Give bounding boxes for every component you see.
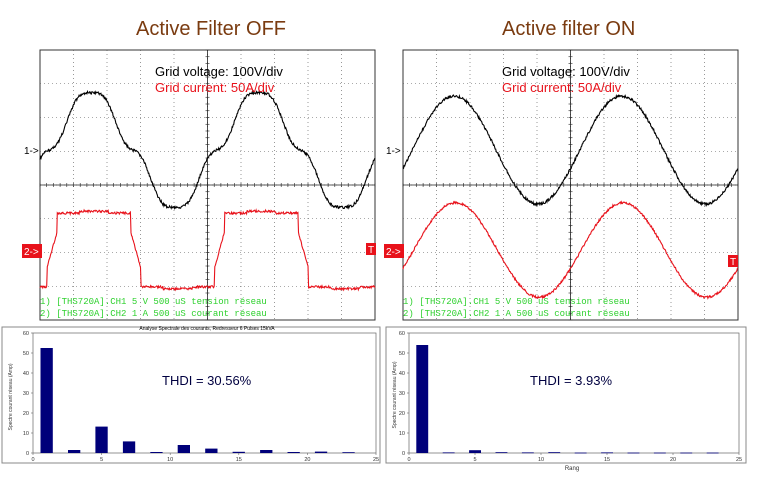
spectrum-bar: [627, 452, 640, 454]
status-line-1: 1) [THS720A].CH1 5 V 500 uS tension rése…: [40, 297, 267, 307]
y-tick-label: 0: [26, 451, 29, 457]
y-tick-label: 10: [399, 431, 405, 437]
x-tick-label: 25: [736, 457, 742, 463]
current-trace: [402, 200, 739, 300]
y-tick-label: 0: [402, 451, 405, 457]
spectrum-title: Analyse Spectrale des courants, Redresse…: [139, 326, 275, 332]
y-tick-label: 50: [399, 351, 405, 357]
spectrum-bar: [95, 426, 108, 453]
status-line-2: 2) [THS720A].CH2 1 A 500 uS courant rése…: [403, 309, 630, 319]
spectrum-axes: 0 10 20 30 40 50 60 0 5 10 15 20 25: [23, 331, 379, 463]
spectrum-bars: [40, 348, 355, 453]
spectrum-bar: [342, 452, 355, 453]
ch2-marker-box: [384, 244, 404, 258]
y-tick-label: 10: [23, 431, 29, 437]
current-trace: [39, 208, 376, 292]
trigger-marker: T: [730, 257, 736, 268]
thd-label: THDI = 3.93%: [530, 373, 612, 388]
legend-grid-current: Grid current: 50A/div: [502, 80, 622, 95]
title-filter-off: Active Filter OFF: [136, 18, 287, 40]
spectrum-bar: [706, 452, 719, 454]
spectrum-bars: [416, 345, 719, 454]
scope-panel-filter-on: Grid voltage: 100V/div Grid current: 50A…: [384, 49, 739, 321]
y-tick-label: 20: [399, 411, 405, 417]
x-tick-label: 10: [167, 457, 173, 463]
spectrum-panel-filter-off: Analyse Spectrale des courants, Redresse…: [1, 326, 381, 464]
spectrum-bar: [122, 441, 136, 453]
status-line-1: 1) [THS720A].CH1 5 V 500 uS tension rése…: [403, 297, 630, 307]
title-filter-on: Active filter ON: [502, 18, 636, 40]
trigger-marker: T: [368, 245, 374, 256]
ch2-marker: 2->: [386, 247, 401, 258]
x-tick-label: 5: [473, 457, 476, 463]
y-tick-label: 40: [23, 371, 29, 377]
spectrum-bar: [287, 452, 300, 453]
spectrum-ylabel: Spectre courant réseau (Amp): [392, 361, 398, 428]
spectrum-axes: 0 10 20 30 40 50 60 0 5 10 15 20 25: [399, 331, 742, 463]
spectrum-bar: [469, 450, 481, 453]
spectrum-bar: [260, 450, 273, 453]
ch2-marker: 2->: [24, 247, 39, 258]
spectrum-bar: [40, 348, 53, 453]
spectrum-bar: [574, 452, 587, 454]
x-tick-label: 0: [31, 457, 34, 463]
y-tick-label: 60: [399, 331, 405, 337]
x-tick-label: 20: [670, 457, 676, 463]
spectrum-bar: [205, 448, 218, 453]
voltage-trace: [402, 93, 739, 207]
spectrum-bar: [601, 452, 613, 454]
voltage-trace: [39, 89, 376, 211]
spectrum-bar: [653, 452, 666, 454]
spectrum-bar: [416, 345, 429, 453]
x-tick-label: 5: [100, 457, 103, 463]
plot-area: [408, 332, 740, 454]
ch2-marker-box: [22, 244, 42, 258]
legend-grid-voltage: Grid voltage: 100V/div: [155, 64, 283, 79]
plot-area: [32, 332, 377, 454]
spectrum-ylabel: Spectre courant réseau (Amp): [8, 363, 14, 430]
scope-grid: [402, 49, 739, 321]
x-tick-label: 10: [538, 457, 544, 463]
x-tick-label: 20: [304, 457, 310, 463]
x-tick-label: 0: [407, 457, 410, 463]
x-tick-label: 25: [373, 457, 379, 463]
spectrum-panel-filter-on: Spectre courant réseau (Amp) Rang 0 10 20 3…: [385, 326, 747, 472]
spectrum-bar: [442, 452, 455, 454]
spectrum-bar: [521, 452, 534, 454]
x-tick-label: 15: [236, 457, 242, 463]
trigger-marker-box: [728, 255, 738, 267]
ch1-marker: 1->: [386, 146, 401, 157]
spectrum-bar: [314, 451, 328, 453]
y-tick-label: 30: [399, 391, 405, 397]
y-tick-label: 20: [23, 411, 29, 417]
x-tick-label: 15: [604, 457, 610, 463]
spectrum-bar: [150, 452, 163, 453]
y-tick-label: 50: [23, 351, 29, 357]
y-tick-label: 60: [23, 331, 29, 337]
spectrum-xlabel: Rang: [565, 466, 579, 472]
legend-grid-current: Grid current: 50A/div: [155, 80, 275, 95]
spectrum-bar: [680, 452, 693, 454]
spectrum-bar: [68, 450, 81, 453]
ch1-marker: 1->: [24, 146, 39, 157]
spectrum-bar: [232, 451, 245, 453]
trigger-marker-box: [366, 243, 376, 255]
legend-grid-voltage: Grid voltage: 100V/div: [502, 64, 630, 79]
spectrum-bar: [177, 445, 190, 453]
status-line-2: 2) [THS720A].CH2 1 A 500 uS courant rése…: [40, 309, 267, 319]
spectrum-bar: [548, 452, 561, 453]
thd-label: THDI = 30.56%: [162, 373, 252, 388]
spectrum-bar: [495, 452, 508, 453]
y-tick-label: 40: [399, 371, 405, 377]
scope-panel-filter-off: Grid voltage: 100V/div Grid current: 50A…: [22, 49, 376, 321]
y-tick-label: 30: [23, 391, 29, 397]
